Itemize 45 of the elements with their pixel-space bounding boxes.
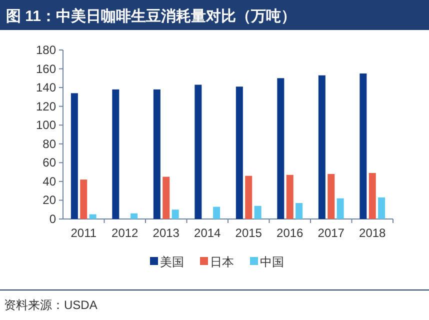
y-tick-label: 140 (36, 80, 56, 95)
bar (296, 203, 303, 219)
bar (80, 180, 88, 219)
bar (318, 75, 326, 219)
x-tick-label: 2017 (318, 226, 345, 240)
y-tick-label: 180 (36, 43, 56, 57)
bar (328, 174, 335, 219)
bar (378, 197, 386, 219)
bar (336, 198, 344, 219)
x-tick-label: 2018 (359, 226, 386, 240)
legend-label: 中国 (260, 255, 284, 269)
bar (112, 89, 120, 219)
bar (130, 213, 138, 219)
bar (277, 78, 284, 219)
bar (194, 84, 202, 219)
bar (89, 214, 96, 219)
bar (213, 206, 220, 219)
y-tick-label: 0 (49, 212, 56, 226)
x-tick-label: 2015 (235, 226, 262, 240)
x-tick-label: 2012 (112, 226, 139, 240)
bar (254, 206, 262, 219)
bar (286, 174, 294, 219)
y-tick-label: 100 (36, 118, 56, 132)
bar (153, 89, 160, 219)
legend-label: 日本 (210, 255, 234, 269)
x-tick-label: 2016 (276, 226, 304, 240)
y-tick-label: 80 (42, 136, 56, 151)
bar (368, 172, 376, 219)
x-tick-label: 2014 (194, 226, 222, 240)
x-tick-label: 2011 (70, 226, 97, 240)
bar (70, 93, 78, 219)
bar (236, 86, 243, 219)
bar (360, 73, 367, 219)
bar (172, 210, 179, 219)
chart-title: 图 11：中美日咖啡生豆消耗量对比（万吨） (6, 7, 296, 25)
y-tick-label: 120 (36, 99, 56, 114)
y-tick-label: 40 (42, 174, 56, 188)
y-tick-label: 20 (42, 193, 56, 208)
bar (162, 176, 170, 219)
y-tick-label: 60 (42, 156, 56, 170)
legend-label: 美国 (160, 255, 184, 269)
y-tick-label: 160 (36, 62, 56, 76)
bar (245, 176, 252, 219)
text: 资料来源：USDA (4, 298, 98, 312)
x-tick-label: 2013 (152, 226, 180, 240)
